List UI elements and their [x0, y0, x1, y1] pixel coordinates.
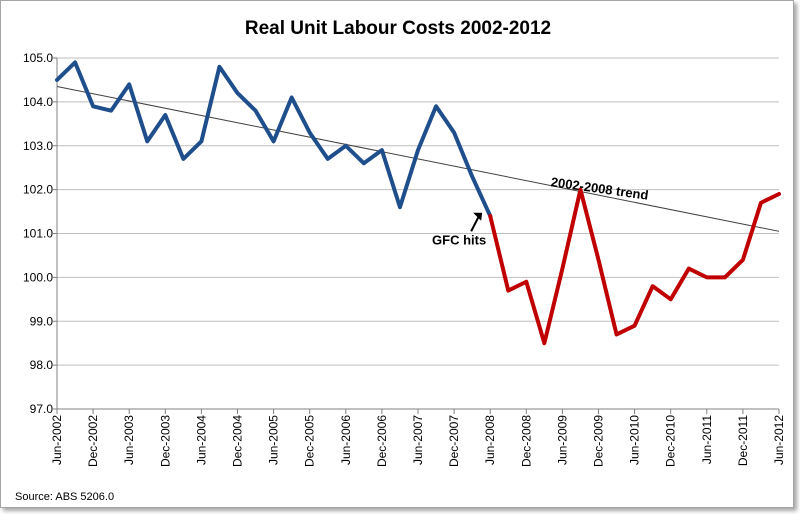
x-tick-label: Jun-2007	[411, 415, 425, 465]
x-tick-label: Dec-2008	[519, 415, 533, 467]
trend-line	[56, 86, 780, 232]
y-tick-label: 97.0	[30, 402, 54, 416]
x-axis-ticks: Jun-2002 Dec-2002 Jun-2003 Dec-2003 Jun-2004…	[50, 409, 786, 467]
x-tick-label: Dec-2006	[375, 415, 389, 467]
x-tick-label: Dec-2007	[447, 415, 461, 467]
x-tick-label: Jun-2012	[772, 415, 786, 465]
x-tick-label: Dec-2005	[303, 415, 317, 467]
x-tick-label: Dec-2010	[664, 415, 678, 467]
annotations: 2002-2008 trend GFC hits	[432, 174, 649, 247]
x-tick-label: Jun-2002	[50, 415, 64, 465]
x-tick-label: Dec-2011	[736, 415, 750, 466]
series-line-2	[488, 187, 781, 346]
x-tick-label: Jun-2008	[483, 415, 497, 465]
chart-title: Real Unit Labour Costs 2002-2012	[245, 18, 551, 39]
y-tick-label: 105.0	[23, 51, 53, 65]
series-line-1	[55, 60, 493, 218]
gfc-arrow-head	[473, 212, 483, 221]
x-tick-label: Jun-2003	[122, 415, 136, 465]
x-tick-label: Dec-2009	[592, 415, 606, 467]
x-tick-label: Jun-2006	[339, 415, 353, 465]
x-tick-label: Jun-2010	[628, 415, 642, 465]
y-tick-label: 99.0	[30, 314, 54, 328]
gfc-annotation: GFC hits	[432, 232, 486, 247]
y-axis-ticks: 97.0 98.0 99.0 100.0 101.0 102.0 103.0 104.0 105…	[23, 51, 53, 416]
y-tick-label: 103.0	[23, 139, 53, 153]
series-lines	[55, 60, 781, 346]
y-tick-label: 101.0	[23, 227, 53, 241]
y-tick-label: 104.0	[23, 95, 53, 109]
trend-label: 2002-2008 trend	[550, 174, 649, 203]
x-tick-label: Dec-2003	[158, 415, 172, 467]
x-tick-label: Jun-2009	[555, 415, 569, 465]
y-tick-label: 102.0	[23, 183, 53, 197]
gridlines	[57, 57, 779, 366]
source-note: Source: ABS 5206.0	[15, 491, 114, 503]
y-tick-label: 98.0	[30, 358, 54, 372]
x-tick-label: Jun-2011	[700, 415, 714, 464]
x-tick-label: Dec-2002	[86, 415, 100, 467]
x-tick-label: Dec-2004	[231, 415, 245, 467]
x-tick-label: Jun-2004	[194, 415, 208, 465]
x-tick-label: Jun-2005	[267, 415, 281, 465]
y-tick-label: 100.0	[23, 270, 53, 284]
